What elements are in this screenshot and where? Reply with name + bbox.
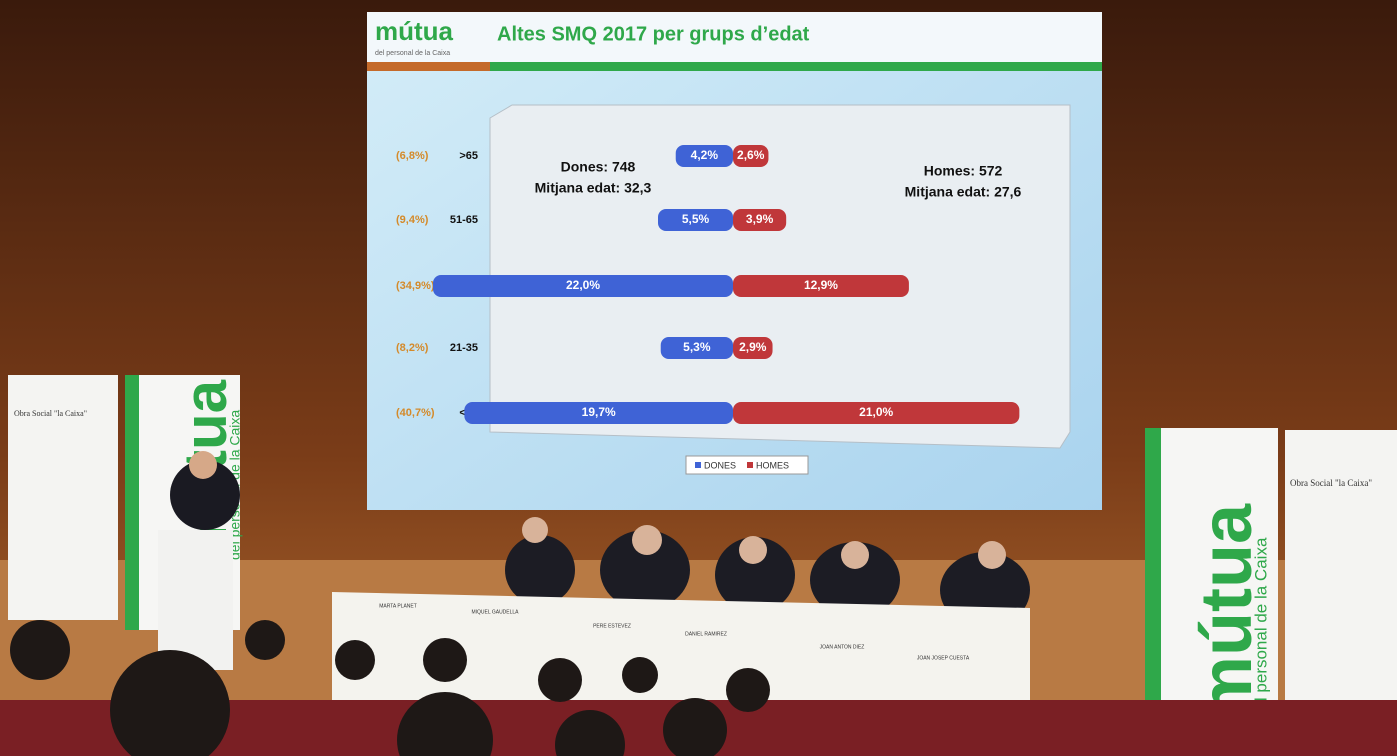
value-label: 5,5% bbox=[682, 212, 710, 226]
total-label: (40,7%) bbox=[396, 407, 435, 419]
category-label: 21-35 bbox=[450, 342, 478, 354]
banner-text: del personal de la Caixa bbox=[1251, 537, 1270, 720]
name-card: MARTA PLANET bbox=[379, 603, 417, 609]
value-label: 19,7% bbox=[582, 405, 616, 419]
category-label: 51-65 bbox=[450, 214, 478, 226]
logo-sub: del personal de la Caixa bbox=[375, 50, 450, 57]
audience-head bbox=[245, 620, 285, 660]
audience-head bbox=[726, 668, 770, 712]
legend-swatch bbox=[695, 462, 701, 468]
audience-head bbox=[622, 657, 658, 693]
total-label: (6,8%) bbox=[396, 150, 429, 162]
banner-text: Obra Social "la Caixa" bbox=[1290, 478, 1372, 488]
banner-text: Obra Social "la Caixa" bbox=[14, 409, 87, 418]
value-label: 12,9% bbox=[804, 278, 838, 292]
audience-head bbox=[423, 638, 467, 682]
audience-head bbox=[10, 620, 70, 680]
category-label: >65 bbox=[459, 150, 478, 162]
legend-label: DONES bbox=[704, 460, 736, 470]
lectern bbox=[158, 530, 233, 670]
name-card: DANIEL RAMIREZ bbox=[685, 631, 727, 637]
legend-label: HOMES bbox=[756, 460, 789, 470]
person bbox=[505, 535, 575, 605]
total-label: (8,2%) bbox=[396, 342, 429, 354]
header-stripe bbox=[490, 62, 1102, 71]
value-label: 3,9% bbox=[746, 212, 774, 226]
banner-stripe bbox=[1145, 428, 1161, 746]
audience-head bbox=[335, 640, 375, 680]
total-label: (9,4%) bbox=[396, 214, 429, 226]
logo: mútua bbox=[375, 16, 454, 46]
value-label: 21,0% bbox=[859, 405, 893, 419]
name-card: PERE ESTEVEZ bbox=[593, 623, 631, 629]
scene: mútua del personal de la Caixa Altes SMQ… bbox=[0, 0, 1397, 756]
audience-head bbox=[538, 658, 582, 702]
annotation: Homes: 572 bbox=[924, 163, 1003, 179]
name-card: JOAN ANTON DIEZ bbox=[820, 644, 865, 650]
legend-swatch bbox=[747, 462, 753, 468]
speaker-head bbox=[189, 451, 217, 479]
total-label: (34,9%) bbox=[396, 280, 435, 292]
name-card: MIQUEL GAUDELLA bbox=[471, 609, 519, 615]
value-label: 2,9% bbox=[739, 340, 767, 354]
value-label: 2,6% bbox=[737, 148, 765, 162]
chart-title: Altes SMQ 2017 per grups d’edat bbox=[497, 23, 810, 45]
photo: mútua del personal de la Caixa Altes SMQ… bbox=[0, 0, 1397, 756]
banner-stripe bbox=[125, 375, 139, 630]
value-label: 22,0% bbox=[566, 278, 600, 292]
name-card: JOAN JOSEP CUESTA bbox=[917, 655, 970, 661]
annotation: Mitjana edat: 27,6 bbox=[905, 184, 1022, 200]
value-label: 5,3% bbox=[683, 340, 711, 354]
head bbox=[841, 541, 869, 569]
head bbox=[522, 517, 548, 543]
head bbox=[978, 541, 1006, 569]
header-stripe bbox=[367, 62, 490, 71]
head bbox=[739, 536, 767, 564]
head bbox=[632, 525, 662, 555]
annotation: Dones: 748 bbox=[561, 159, 636, 175]
value-label: 4,2% bbox=[691, 148, 719, 162]
annotation: Mitjana edat: 32,3 bbox=[535, 180, 652, 196]
